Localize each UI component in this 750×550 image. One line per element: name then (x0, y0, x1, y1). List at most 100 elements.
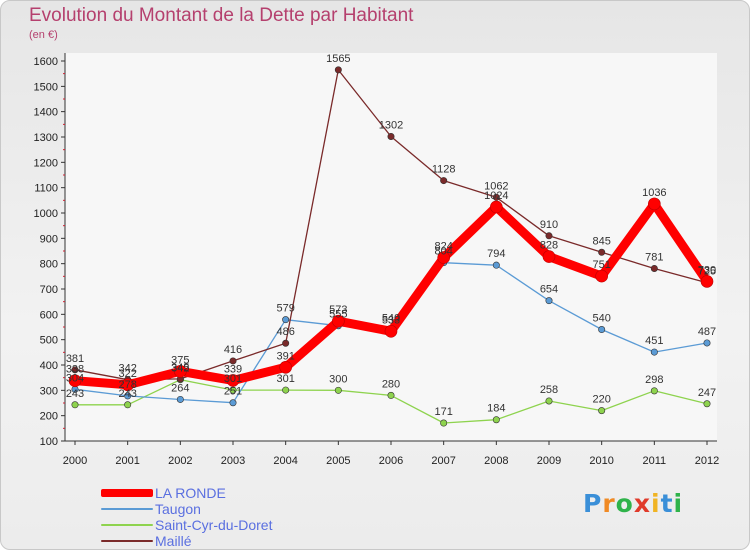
y-tick-label: 1600 (34, 56, 58, 68)
data-label-2: 171 (434, 406, 452, 418)
data-point-2 (703, 400, 711, 408)
data-label-1: 278 (118, 379, 136, 391)
x-tick-label: 2000 (63, 455, 87, 467)
data-label-3: 381 (66, 353, 84, 365)
y-tick-label: 300 (40, 385, 58, 397)
data-point-2 (229, 386, 237, 394)
data-point-0 (226, 374, 240, 387)
y-tick-label: 900 (40, 233, 58, 245)
logo-letter: r (602, 489, 616, 518)
data-label-1: 794 (487, 248, 505, 260)
data-point-0 (384, 325, 398, 338)
x-tick-label: 2012 (695, 455, 719, 467)
data-label-2: 220 (592, 394, 610, 406)
data-label-1: 251 (224, 386, 242, 398)
data-label-3: 416 (224, 344, 242, 356)
data-label-0: 1036 (642, 187, 666, 199)
data-point-2 (598, 407, 606, 415)
data-label-0: 322 (118, 368, 136, 380)
data-label-0: 338 (66, 364, 84, 376)
data-point-3 (387, 132, 395, 140)
legend-swatch (101, 508, 153, 510)
data-label-2: 280 (382, 378, 400, 390)
x-tick-label: 2004 (273, 455, 297, 467)
data-label-1: 487 (698, 326, 716, 338)
data-point-1 (124, 392, 132, 400)
data-label-0: 533 (382, 314, 400, 326)
data-label-1: 304 (66, 372, 84, 384)
y-tick-label: 100 (40, 436, 58, 448)
data-label-2: 258 (540, 384, 558, 396)
data-label-2: 301 (276, 373, 294, 385)
y-tick-label: 1000 (34, 208, 58, 220)
data-point-3 (492, 193, 500, 201)
data-label-0: 339 (224, 363, 242, 375)
data-label-1: 540 (382, 313, 400, 325)
y-tick-label: 200 (40, 411, 58, 423)
data-label-0: 391 (276, 350, 294, 362)
data-label-2: 184 (487, 403, 505, 415)
data-point-3 (334, 66, 342, 74)
data-point-1 (545, 297, 553, 305)
data-label-0: 828 (540, 240, 558, 252)
data-label-0: 375 (171, 354, 189, 366)
data-point-3 (282, 339, 290, 347)
data-point-2 (387, 391, 395, 399)
x-tick-label: 2010 (589, 455, 613, 467)
x-tick-label: 2011 (643, 455, 667, 467)
data-label-1: 555 (329, 309, 347, 321)
data-label-2: 243 (118, 388, 136, 400)
legend-swatch (101, 489, 153, 497)
data-label-3: 345 (171, 362, 189, 374)
data-label-2: 247 (698, 387, 716, 399)
data-point-2 (124, 401, 132, 409)
data-point-1 (598, 326, 606, 334)
y-tick-label: 1400 (34, 107, 58, 119)
data-label-0: 751 (592, 259, 610, 271)
data-point-0 (68, 374, 82, 388)
logo-letter: P (583, 489, 603, 518)
logo-letter: x (633, 489, 651, 518)
legend-swatch (101, 540, 153, 542)
data-label-3: 1128 (432, 164, 456, 176)
data-label-3: 910 (540, 219, 558, 231)
data-label-3: 781 (645, 251, 663, 263)
data-label-1: 654 (540, 284, 558, 296)
data-label-1: 264 (171, 382, 189, 394)
y-tick-label: 1300 (34, 132, 58, 144)
data-point-0 (437, 251, 450, 264)
data-point-3 (440, 177, 448, 185)
legend-swatch (101, 524, 153, 526)
data-label-2: 301 (224, 373, 242, 385)
y-tick-label: 600 (40, 309, 58, 321)
logo-letter: t (660, 489, 674, 518)
data-point-1 (282, 316, 290, 324)
data-label-3: 725 (698, 266, 716, 278)
data-label-0: 1024 (484, 190, 508, 202)
legend-label: Taugon (155, 501, 201, 517)
data-point-0 (542, 250, 556, 263)
y-tick-label: 1100 (34, 183, 58, 195)
data-point-0 (490, 200, 503, 214)
data-point-3 (650, 264, 658, 272)
data-point-1 (229, 399, 237, 407)
data-label-2: 300 (329, 373, 347, 385)
data-label-3: 1062 (484, 180, 508, 192)
x-tick-label: 2006 (379, 455, 403, 467)
x-tick-label: 2001 (115, 455, 139, 467)
data-label-3: 1565 (326, 53, 350, 65)
data-point-0 (121, 378, 134, 392)
data-label-0: 824 (434, 241, 452, 253)
data-label-3: 486 (276, 326, 294, 338)
data-label-3: 342 (118, 363, 136, 375)
y-tick-label: 800 (40, 259, 58, 271)
x-tick-label: 2009 (537, 455, 561, 467)
data-point-2 (650, 387, 658, 395)
data-label-2: 342 (171, 363, 189, 375)
data-label-1: 451 (645, 335, 663, 347)
legend-label: Saint-Cyr-du-Doret (155, 517, 273, 533)
logo-letter: i (651, 489, 661, 518)
data-point-1 (650, 348, 658, 356)
data-point-2 (334, 386, 342, 394)
